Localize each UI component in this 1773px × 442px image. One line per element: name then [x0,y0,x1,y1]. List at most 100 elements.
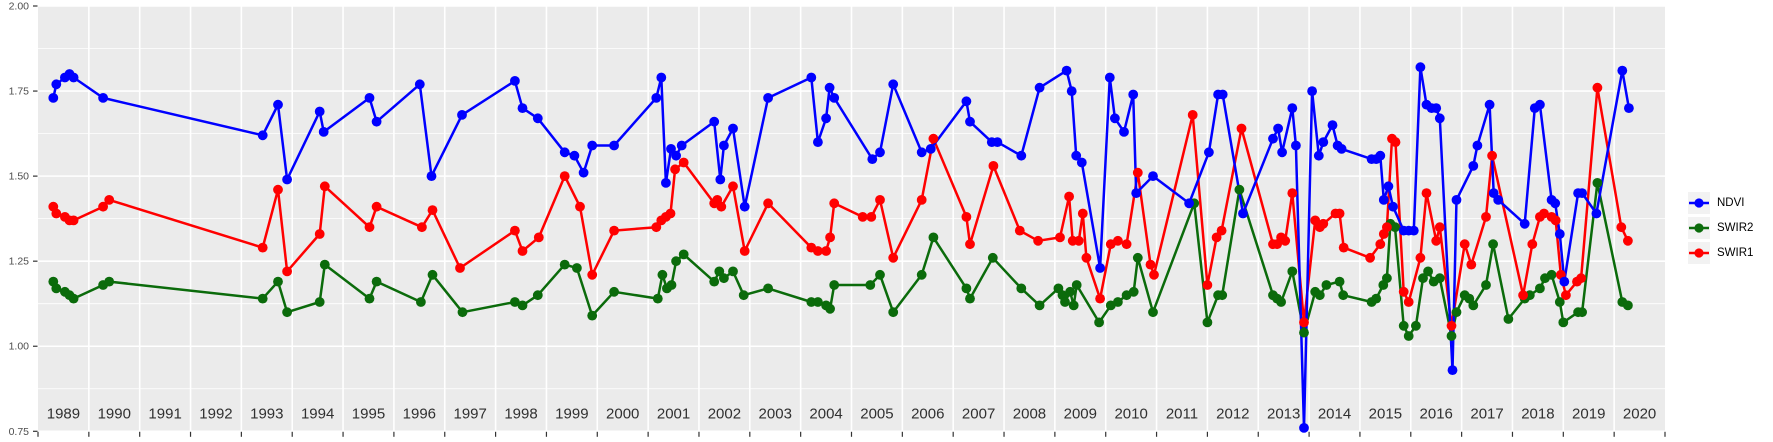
series-ndvi-point [569,150,580,161]
legend-key-swir1-icon [1688,241,1710,264]
series-swir2-point [916,269,927,280]
series-swir1-point [763,198,773,209]
series-swir1-point [1338,242,1349,253]
series-ndvi-point [763,93,773,103]
series-ndvi-point [1624,103,1634,113]
legend-item-swir2: SWIR2 [1688,215,1753,240]
series-ndvi-point [1318,137,1329,148]
series-swir1-point [916,195,927,205]
series-ndvi-point [1577,188,1587,199]
series-swir1-point [1434,222,1445,233]
series-swir2-point [1321,280,1332,290]
series-swir2-point [510,297,520,307]
series-ndvi-point [1591,208,1602,219]
series-ndvi-point [728,123,738,134]
x-year-label: 2008 [1013,405,1046,422]
series-swir2-point [104,276,115,287]
series-swir2-point [1094,317,1104,328]
x-year-label: 2020 [1623,405,1656,422]
series-swir1-point [609,225,619,236]
series-ndvi-point [1287,103,1298,113]
series-swir2-point [1418,273,1428,284]
series-swir2-point [314,297,325,307]
series-swir1-point [739,246,750,256]
series-swir2-point [51,283,62,294]
legend-key-swir2-icon [1688,216,1710,239]
series-swir1-point [371,201,382,212]
series-ndvi-point [867,154,878,165]
legend-glyph-swir2 [1689,222,1709,233]
series-ndvi-point [1184,198,1194,209]
series-swir1-point [455,263,465,273]
series-swir1-point [1055,232,1065,243]
series-swir2-point [666,280,677,290]
series-ndvi-point [965,116,975,127]
series-ndvi-point [414,79,425,90]
series-ndvi-point [925,144,936,154]
series-swir2-point [709,276,720,287]
series-ndvi-point [1273,123,1283,134]
series-ndvi-point [888,79,899,90]
x-year-label: 2012 [1216,405,1249,422]
series-swir2-point [1287,266,1298,277]
x-year-label: 2017 [1470,405,1503,422]
series-swir1-point [1014,225,1025,236]
series-swir1-point [1211,232,1222,243]
series-swir1-point [559,171,570,182]
series-swir1-point [928,133,939,144]
series-swir2-point [1065,286,1075,297]
series-swir1-point [857,212,868,222]
series-ndvi-point [587,140,598,151]
series-swir1-point [1431,235,1442,246]
series-swir1-point [1527,239,1538,250]
series-swir2-point [961,283,972,294]
legend-glyph-swir1 [1689,247,1709,258]
series-swir1-point [1576,273,1586,284]
series-swir1-point [678,157,689,168]
series-ndvi-point [98,93,108,103]
series-ndvi-point [1550,198,1561,209]
series-ndvi-point [517,103,528,113]
x-year-label: 2015 [1369,405,1402,422]
y-tick-label: 2.00 [9,1,30,13]
legend-label-ndvi: NDVI [1717,196,1745,209]
x-year-label: 2005 [860,405,893,422]
series-swir1-point [1518,290,1528,301]
series-swir2-point [1468,300,1479,311]
series-swir1-point [813,246,823,256]
y-tick-label: 1.50 [9,171,30,183]
series-swir2-point [813,297,823,307]
series-ndvi-point [1617,65,1628,76]
y-tick-label: 0.75 [9,426,30,438]
series-swir1-point [1390,137,1401,148]
series-swir1-point [587,269,598,280]
series-swir2-point [1060,297,1070,307]
x-year-label: 1995 [352,405,385,422]
series-swir1-point [1095,293,1105,304]
series-swir2-point [1488,239,1498,250]
series-swir2-point [825,303,835,314]
series-swir1-point [825,232,835,243]
series-ndvi-point [48,93,59,103]
series-swir1-point [728,181,738,192]
x-year-label: 1990 [98,405,131,422]
series-swir2-point [1451,307,1462,318]
series-ndvi-point [1383,181,1394,192]
series-swir2-point [319,259,330,270]
series-swir1-point [98,201,108,212]
series-swir2-point [829,280,840,290]
series-ndvi-point [1484,99,1495,110]
series-swir1-point [665,208,676,219]
series-swir2-point [1423,266,1433,277]
x-year-label: 2000 [606,405,639,422]
series-swir2-point [282,307,292,318]
x-year-label: 1992 [199,405,232,422]
series-swir2-point [1371,293,1382,304]
series-ndvi-point [1299,423,1309,433]
series-ndvi-point [715,174,726,185]
series-swir1-point [257,242,268,253]
series-swir1-point [670,164,680,175]
series-ndvi-point [1238,208,1248,219]
series-ndvi-point [829,93,840,103]
series-swir2-point [1276,297,1286,307]
